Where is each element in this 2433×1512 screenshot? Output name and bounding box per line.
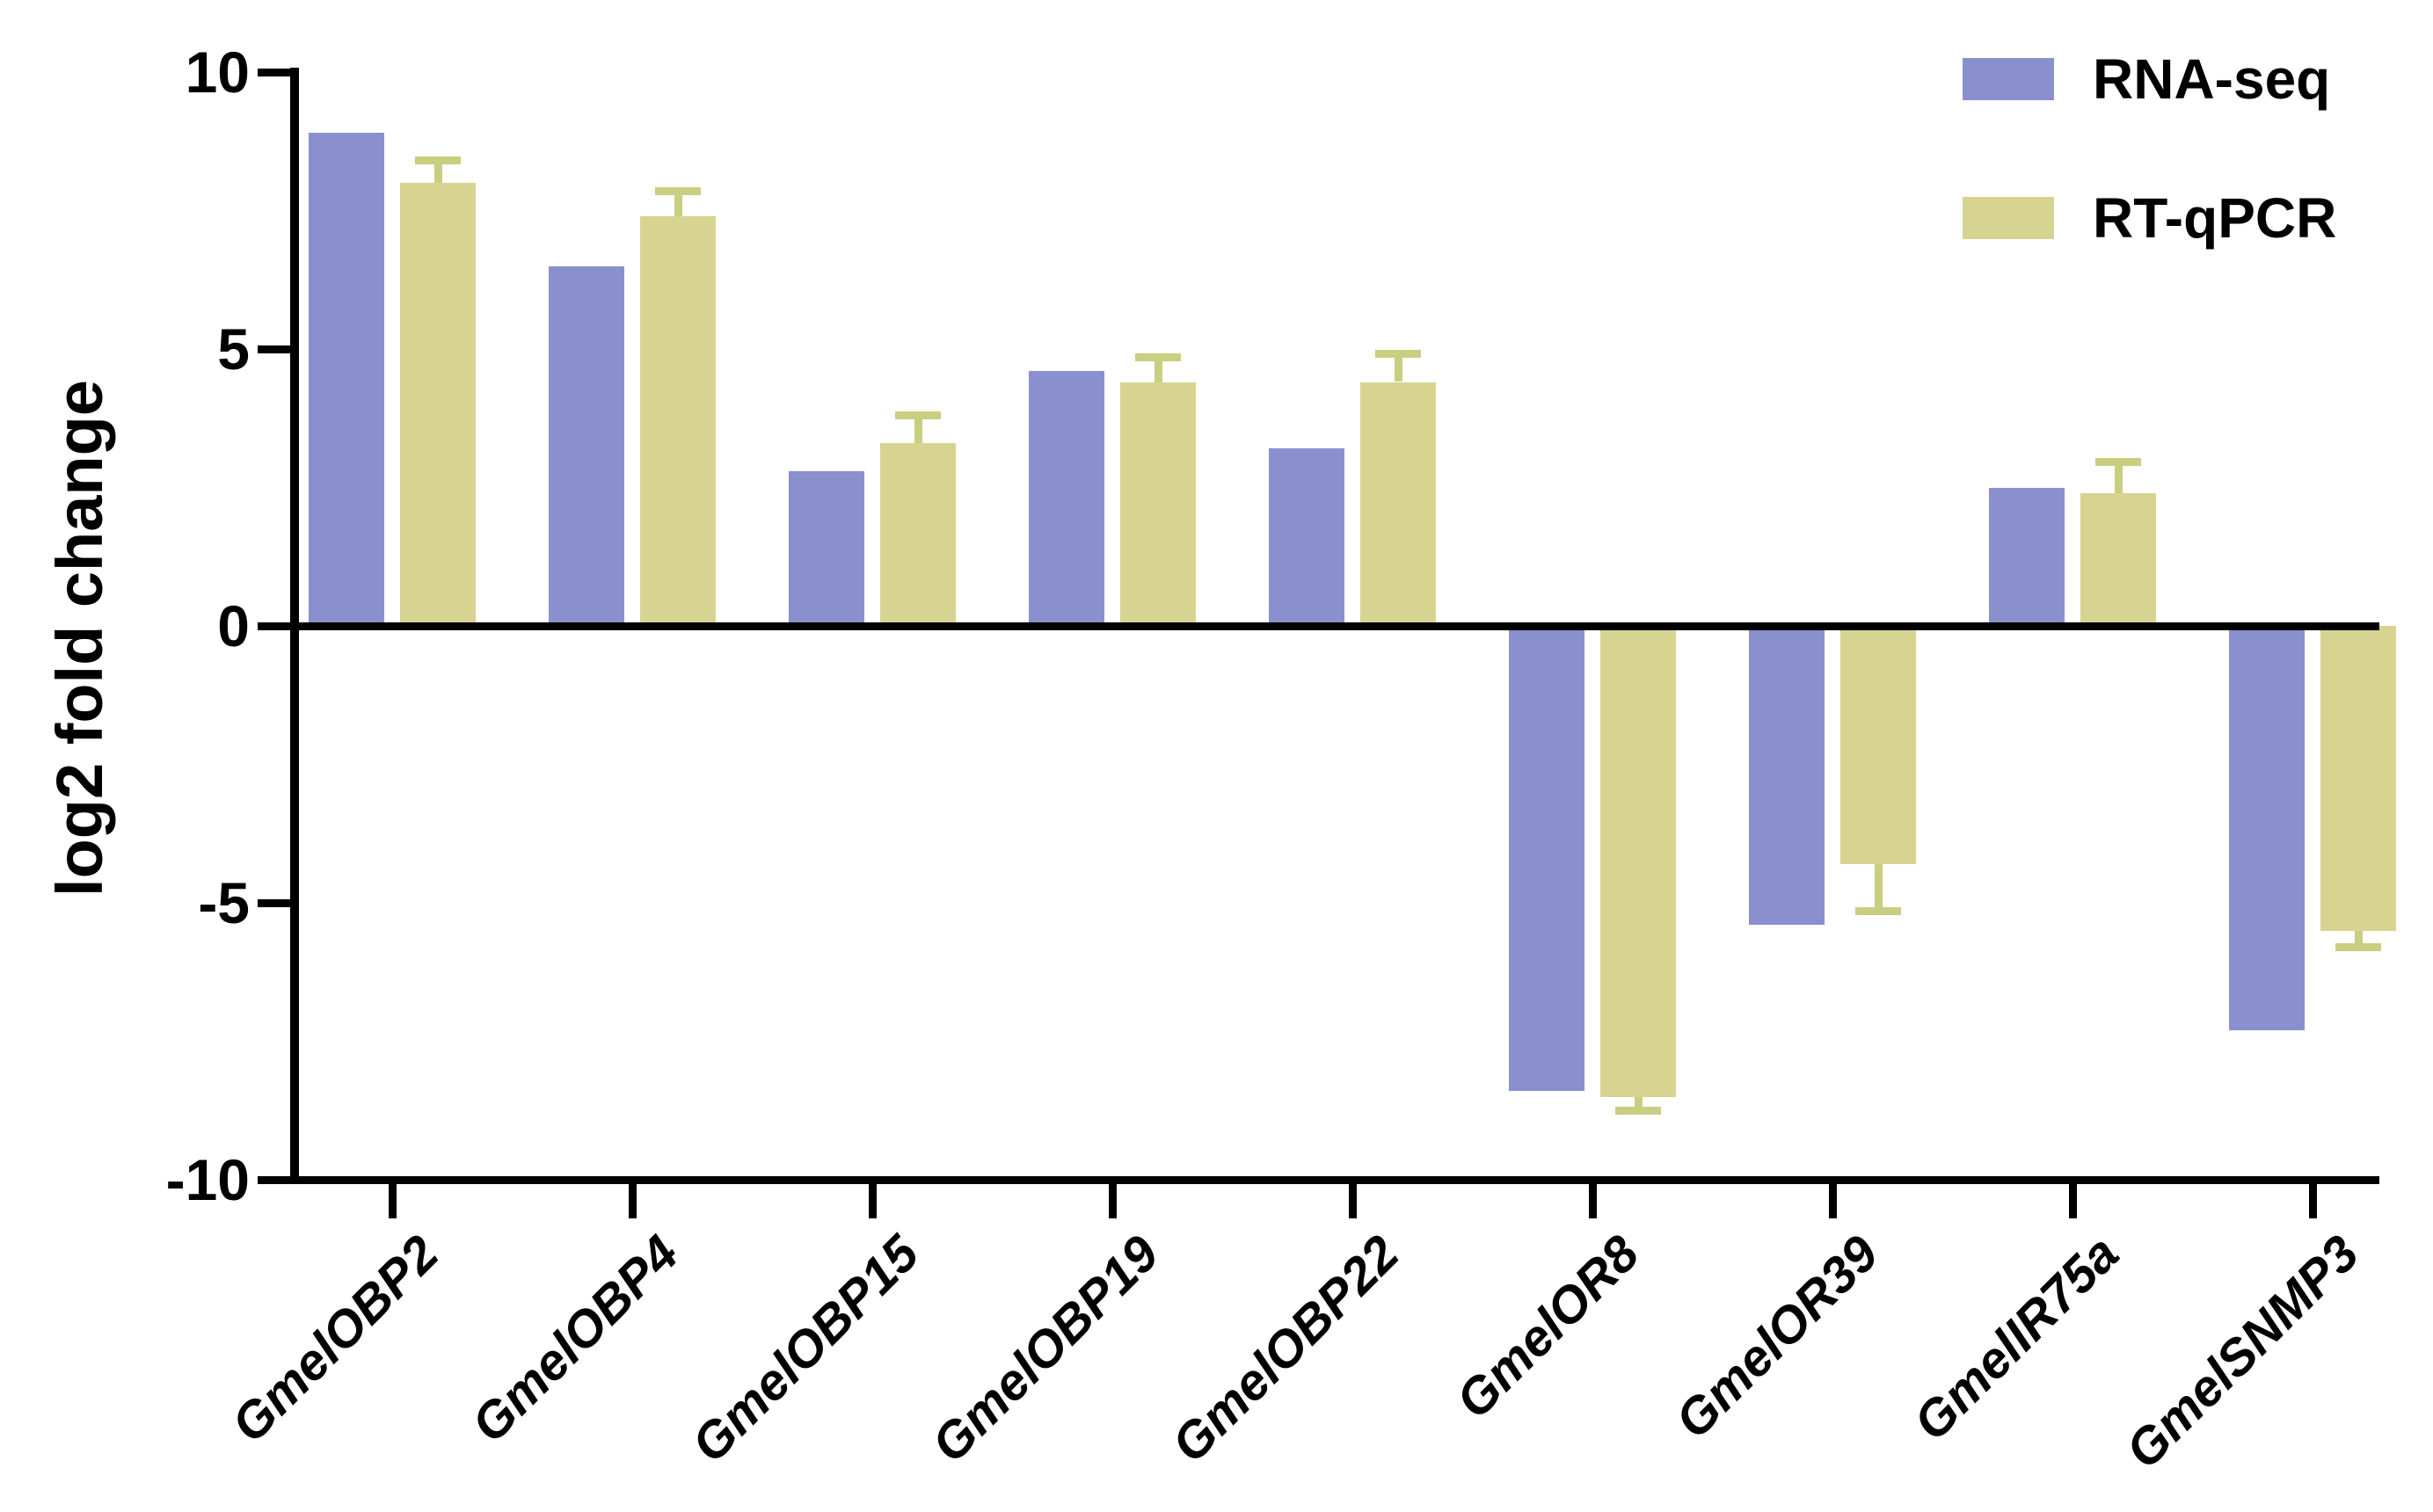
x-tick-GmelOR8 (1589, 1184, 1597, 1218)
error-bar-cap-GmelIR75a (2095, 458, 2141, 466)
error-bar-stem-GmelOBP15 (914, 418, 922, 443)
error-bar-cap-GmelSNMP3 (2335, 943, 2381, 951)
error-bar-cap-GmelOBP22 (1375, 350, 1421, 358)
error-bar-stem-GmelOR39 (1875, 864, 1883, 908)
x-tick-GmelSNMP3 (2309, 1184, 2317, 1218)
error-bar-cap-GmelOR8 (1615, 1107, 1661, 1115)
y-tick-label-5: 5 (217, 316, 250, 382)
bar-rt-qpcr-GmelOR8 (1600, 626, 1676, 1097)
y-tick--10 (258, 1176, 291, 1184)
x-tick-GmelOBP22 (1349, 1184, 1357, 1218)
error-bar-stem-GmelOR8 (1635, 1097, 1643, 1109)
bar-rna-seq-GmelIR75a (1989, 488, 2065, 627)
x-tick-GmelOBP4 (629, 1184, 637, 1218)
error-bar-stem-GmelIR75a (2115, 465, 2123, 493)
bar-rt-qpcr-GmelOBP2 (400, 183, 476, 626)
x-label-GmelOBP22: GmelOBP22 (1161, 1225, 1410, 1474)
error-bar-cap-GmelOBP2 (415, 156, 461, 164)
error-bar-stem-GmelSNMP3 (2355, 931, 2363, 945)
y-tick-label--5: -5 (198, 870, 250, 935)
y-tick--5 (258, 899, 291, 907)
x-label-GmelOBP4: GmelOBP4 (460, 1225, 690, 1454)
legend-label-rna-seq: RNA-seq (2093, 47, 2331, 111)
x-tick-GmelOR39 (1829, 1184, 1837, 1218)
x-tick-GmelOBP19 (1109, 1184, 1117, 1218)
x-label-GmelOR39: GmelOR39 (1664, 1225, 1890, 1450)
error-bar-stem-GmelOBP22 (1395, 357, 1402, 382)
bar-rt-qpcr-GmelSNMP3 (2320, 626, 2396, 931)
error-bar-cap-GmelOBP19 (1135, 353, 1181, 361)
legend-item-rna-seq: RNA-seq (1963, 51, 2330, 107)
y-tick-10 (258, 69, 291, 76)
bar-rt-qpcr-GmelOBP4 (640, 216, 716, 626)
legend-swatch-rna-seq (1963, 58, 2054, 100)
x-tick-GmelIR75a (2069, 1184, 2077, 1218)
bar-rt-qpcr-GmelOR39 (1840, 626, 1916, 864)
error-bar-stem-GmelOBP19 (1155, 360, 1162, 382)
x-axis-line (290, 1176, 2379, 1184)
bar-rt-qpcr-GmelIR75a (2080, 493, 2156, 626)
legend-label-rt-qpcr: RT-qPCR (2093, 186, 2337, 250)
bar-rna-seq-GmelOBP19 (1029, 371, 1104, 626)
x-label-GmelSNMP3: GmelSNMP3 (2115, 1225, 2371, 1480)
legend-item-rt-qpcr: RT-qPCR (1963, 190, 2336, 246)
bar-rna-seq-GmelOBP2 (309, 133, 384, 626)
bar-rt-qpcr-GmelOBP19 (1120, 382, 1196, 626)
x-label-GmelOR8: GmelOR8 (1445, 1225, 1650, 1430)
x-label-GmelOBP15: GmelOBP15 (681, 1225, 930, 1474)
bar-rna-seq-GmelSNMP3 (2229, 626, 2305, 1030)
bar-rna-seq-GmelOR39 (1749, 626, 1825, 925)
legend-swatch-rt-qpcr (1963, 197, 2054, 239)
y-tick-label-10: 10 (185, 40, 250, 105)
x-label-GmelOBP2: GmelOBP2 (220, 1225, 450, 1454)
x-label-GmelOBP19: GmelOBP19 (921, 1225, 1170, 1474)
error-bar-stem-GmelOBP4 (674, 194, 682, 216)
y-tick-label--10: -10 (165, 1147, 250, 1212)
y-tick-5 (258, 345, 291, 353)
error-bar-cap-GmelOBP4 (655, 187, 701, 195)
bar-rt-qpcr-GmelOBP15 (880, 443, 956, 626)
x-label-GmelIR75a: GmelIR75a (1903, 1225, 2131, 1452)
y-tick-label-0: 0 (217, 593, 250, 658)
error-bar-cap-GmelOBP15 (895, 411, 941, 419)
error-bar-stem-GmelOBP2 (434, 164, 442, 183)
y-tick-0 (258, 622, 291, 630)
bar-rna-seq-GmelOBP22 (1269, 448, 1344, 626)
x-tick-GmelOBP15 (869, 1184, 877, 1218)
x-tick-GmelOBP2 (389, 1184, 397, 1218)
zero-baseline (290, 622, 2379, 630)
bar-rt-qpcr-GmelOBP22 (1360, 382, 1436, 626)
bar-rna-seq-GmelOBP4 (549, 266, 624, 627)
bar-rna-seq-GmelOR8 (1509, 626, 1584, 1091)
error-bar-cap-GmelOR39 (1855, 907, 1901, 915)
bar-rna-seq-GmelOBP15 (789, 471, 864, 626)
